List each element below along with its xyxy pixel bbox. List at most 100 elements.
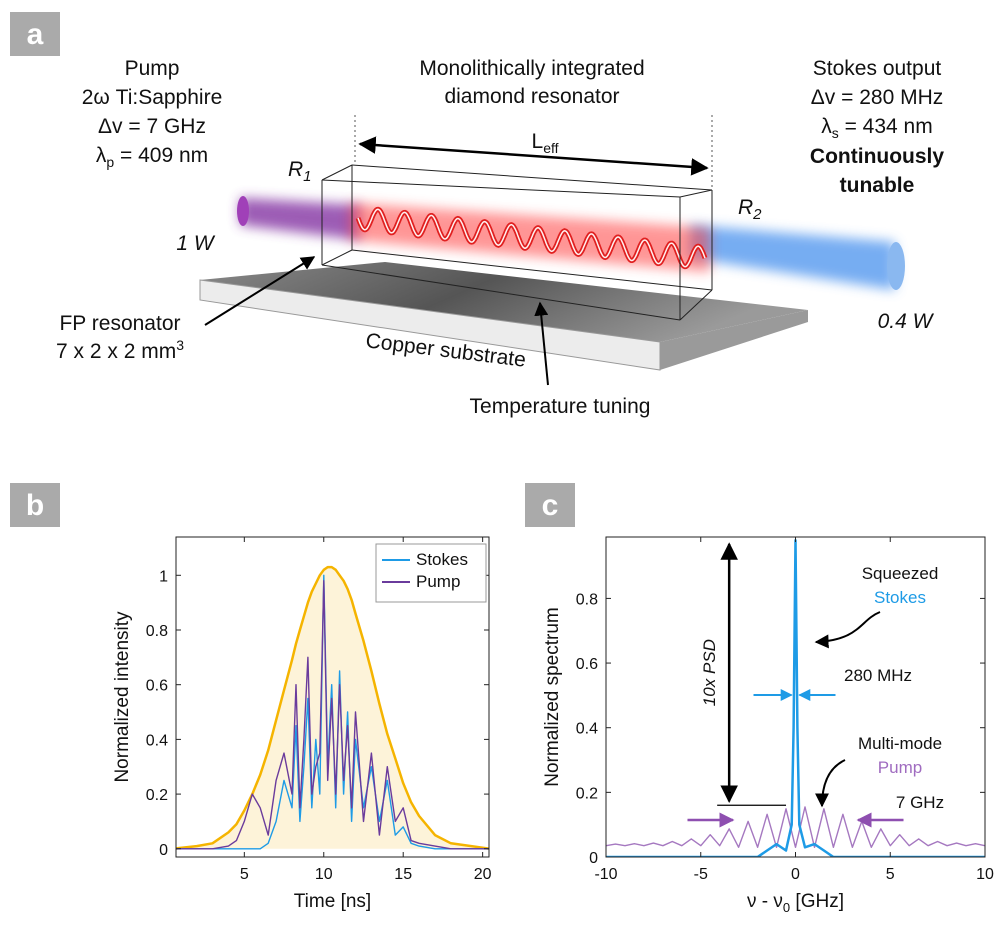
panel-label-box [10, 12, 60, 56]
panel-label-box [10, 483, 60, 527]
x-tick-label: 15 [394, 866, 412, 883]
stokes-beam [690, 225, 895, 290]
x-tick-label: -5 [694, 866, 708, 883]
symbol: λ [821, 115, 832, 138]
x-tick-label: -10 [594, 866, 617, 883]
subscript: 1 [303, 168, 311, 185]
panel-label: a [27, 18, 44, 51]
mirror-label: R2 [738, 196, 762, 223]
stokes-beam-end [887, 242, 905, 290]
line [176, 565, 489, 850]
box-edge [321, 179, 681, 198]
stokes-wavelength: λs = 434 nm [821, 115, 932, 141]
pump-wavelength: λp = 409 nm [96, 144, 208, 170]
pump-beam-end [237, 196, 249, 226]
size: 7 x 2 x 2 mm [56, 340, 176, 363]
tunable-label: tunable [840, 174, 915, 197]
mirror-label: R1 [288, 158, 312, 185]
resonator-title: diamond resonator [444, 85, 619, 108]
stokes-label: Stokes output [813, 57, 942, 80]
value: = 409 nm [114, 144, 208, 167]
x-axis-label: Time [ns] [294, 891, 371, 912]
tunable-label: Continuously [810, 145, 944, 168]
pump-label: Pump [125, 57, 180, 80]
resonator-title: Monolithically integrated [419, 57, 644, 80]
subscript: eff [543, 140, 558, 156]
box-edge [679, 189, 713, 198]
psd-label: 10x PSD [700, 639, 719, 706]
annotation: Squeezed [862, 564, 939, 583]
plot-frame [175, 536, 490, 858]
symbol: ν - ν [747, 891, 783, 912]
x-tick-label: 10 [315, 866, 333, 883]
substrate-top [200, 262, 808, 342]
y-tick-label: 0.8 [146, 623, 168, 640]
stokes-power: 0.4 W [878, 310, 935, 333]
panel-label: c [542, 489, 559, 522]
annotation-arrow [815, 759, 846, 808]
box-edge [679, 289, 713, 321]
y-tick-label: 0.8 [576, 591, 598, 608]
panel-label-box [525, 483, 575, 527]
unit: [GHz] [790, 891, 844, 912]
symbol: R [738, 196, 753, 219]
pump-source: 2ω Ti:Sapphire [82, 86, 223, 109]
box-edge [321, 249, 353, 266]
box-edge [321, 264, 681, 321]
pump-linewidth: Δv = 7 GHz [98, 115, 206, 138]
line [176, 580, 489, 850]
x-tick-label: 20 [474, 866, 492, 883]
annotation: Multi-mode [858, 734, 942, 753]
legend-label: Pump [416, 572, 460, 591]
annotation: 7 GHz [896, 793, 944, 812]
box-edge [351, 249, 713, 291]
x-tick-label: 5 [886, 866, 895, 883]
y-tick-label: 0.4 [146, 732, 168, 749]
length-arrow [358, 136, 709, 176]
stokes-linewidth: Δv = 280 MHz [811, 86, 944, 109]
resonator-box [321, 164, 713, 321]
y-tick-label: 0 [159, 842, 168, 859]
stokes-wave-core [357, 208, 706, 268]
length-label: Leff [532, 130, 559, 156]
y-tick-label: 0.6 [576, 656, 598, 673]
y-tick-label: 0.6 [146, 678, 168, 695]
x-axis-label: ν - ν0 [GHz] [747, 891, 844, 915]
symbol: L [532, 130, 544, 153]
tuning-label: Temperature tuning [470, 395, 651, 418]
legend-label: Stokes [416, 550, 468, 569]
box-edge [351, 164, 713, 191]
symbol: R [288, 158, 303, 181]
superscript: 3 [176, 337, 184, 353]
panel-label: b [26, 489, 44, 522]
fp-label: FP resonator [59, 312, 180, 335]
plot-series [176, 565, 489, 850]
annotation: 280 MHz [844, 666, 912, 685]
pump-power: 1 W [176, 232, 216, 255]
x-tick-label: 5 [240, 866, 249, 883]
legend-box [375, 543, 487, 603]
subscript: 2 [752, 206, 762, 223]
line [606, 806, 985, 848]
value: = 434 nm [839, 115, 933, 138]
y-tick-label: 0.2 [146, 787, 168, 804]
annotation: Pump [878, 758, 922, 777]
subscript: p [106, 154, 114, 170]
y-tick-label: 0.2 [576, 785, 598, 802]
line [176, 574, 489, 850]
pump-beam [240, 198, 360, 240]
x-tick-label: 10 [976, 866, 994, 883]
subscript: s [832, 125, 839, 141]
x-tick-label: 0 [791, 866, 800, 883]
substrate-side [660, 310, 808, 370]
y-tick-label: 0 [589, 850, 598, 867]
y-axis-label: Normalized spectrum [542, 607, 563, 787]
y-axis-label: Normalized intensity [112, 611, 133, 783]
annotation: Stokes [874, 588, 926, 607]
box-edge [321, 164, 353, 181]
y-tick-label: 0.4 [576, 721, 598, 738]
fp-size: 7 x 2 x 2 mm3 [56, 337, 184, 363]
